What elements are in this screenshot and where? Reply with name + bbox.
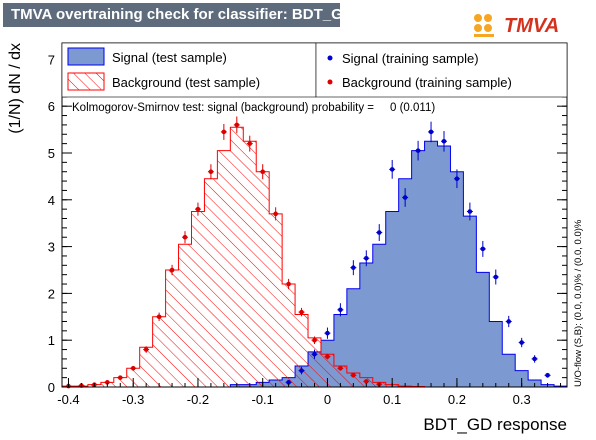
signal-training-point [506,319,512,324]
signal-training-point [351,265,356,270]
background-training-point [234,122,240,128]
x-tick-label: -0.3 [122,392,144,407]
signal-training-point [532,356,537,362]
signal-training-point [454,176,460,182]
signal-training-point [493,274,499,280]
signal-training-point [480,246,486,252]
legend-signal-training-marker [327,55,333,61]
background-training-point [208,169,214,175]
signal-training-point [299,368,304,373]
signal-training-point [389,167,395,172]
background-training-point [182,234,188,240]
overflow-annotation: U/O-flow (S,B): (0.0, 0.0)% / (0.0, 0.0)… [573,219,584,387]
x-tick-label: -0.4 [57,392,79,407]
background-training-point [247,141,253,146]
x-axis-label: BDT_GD response [423,415,567,434]
legend-background-training-label: Background (training sample) [342,75,512,90]
signal-training-point [545,372,550,378]
legend-background-test-swatch [67,72,105,91]
ks-test-annotation: Kolmogorov-Smirnov test: signal (backgro… [72,102,435,114]
legend-background-training-marker [327,79,333,85]
background-training-point [325,354,330,359]
y-tick-label: 1 [48,333,55,348]
y-tick-label: 2 [48,286,55,301]
background-training-point [130,365,136,371]
x-tick-label: -0.2 [187,392,209,407]
chart-title-bar: TMVA overtraining check for classifier: … [3,3,354,27]
background-training-point [143,347,149,352]
signal-training-point [467,209,473,214]
signal-training-point [519,340,524,345]
signal-training-point [363,255,369,261]
background-training-point [169,267,175,273]
legend-box-right [315,42,568,98]
background-training-point [195,206,201,212]
signal-training-point [415,148,421,153]
background-training-point [273,211,278,217]
background-training-point [299,309,304,315]
signal-training-point [428,129,434,135]
legend-background-test-label: Background (test sample) [112,75,260,90]
background-training-point [312,337,317,343]
legend-signal-training-label: Signal (training sample) [342,51,479,66]
x-tick-label: 0.2 [448,392,466,407]
tmva-logo: TMVA [474,14,559,37]
chart-title: TMVA overtraining check for classifier: … [11,6,354,23]
y-tick-label: 5 [48,146,55,161]
background-training-point [105,380,110,385]
x-tick-label: 0.1 [383,392,401,407]
legend: Signal (test sample) Background (test sam… [61,42,568,98]
background-training-point [221,129,227,135]
background-training-point [338,365,343,371]
legend-signal-test-swatch [67,47,105,66]
background-training-series [65,116,383,389]
legend-signal-test-label: Signal (test sample) [112,50,227,65]
signal-training-point [338,307,343,313]
signal-training-series [285,121,551,385]
x-tick-label: -0.1 [252,392,274,407]
signal-training-point [286,380,291,385]
signal-training-point [325,330,330,336]
x-tick-label: 0.3 [513,392,531,407]
background-training-point [117,375,123,380]
tmva-logo-text: TMVA [504,15,559,37]
background-training-point [260,169,266,175]
y-tick-label: 6 [48,99,55,114]
background-training-point [351,372,356,378]
background-training-point [286,281,291,287]
signal-training-point [402,195,408,200]
y-tick-label: 7 [48,52,55,67]
signal-training-point [376,230,382,235]
y-tick-label: 3 [48,240,55,255]
signal-training-point [441,138,447,144]
background-training-point [156,314,162,320]
y-axis-label: (1/N) dN / dx [7,43,24,134]
background-training-point [363,379,369,384]
signal-training-point [312,351,317,357]
x-tick-label: 0 [324,392,331,407]
y-tick-label: 0 [48,380,55,395]
tmva-logo-dots [474,14,494,37]
y-tick-label: 4 [48,193,55,208]
